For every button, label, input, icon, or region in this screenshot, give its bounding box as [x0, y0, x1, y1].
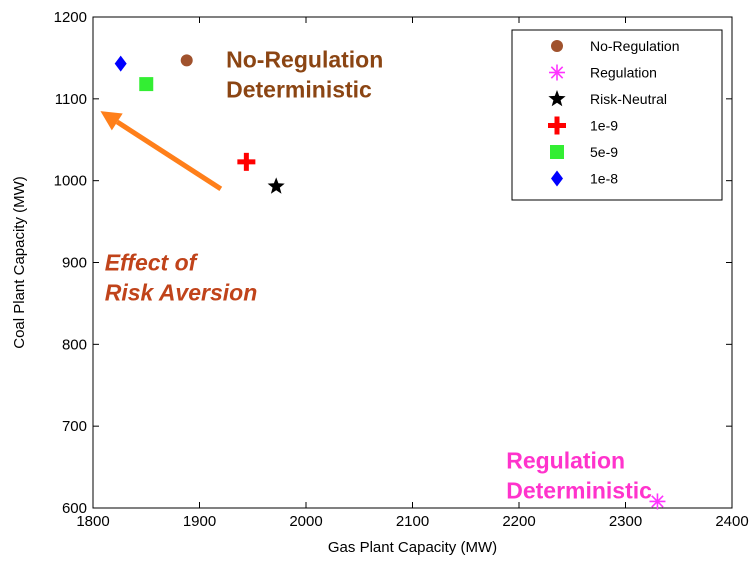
data-point-star [267, 177, 285, 194]
legend-label: Risk-Neutral [590, 91, 667, 107]
x-axis-label: Gas Plant Capacity (MW) [328, 539, 497, 556]
x-tick-label: 1800 [76, 513, 109, 530]
x-tick-label: 2000 [289, 513, 322, 530]
annotations: No-Regulation Deterministic Effect of Risk … [100, 47, 652, 504]
marker-shape [551, 170, 563, 187]
annotation-line: Regulation [506, 448, 625, 474]
marker-shape [551, 40, 563, 52]
marker-shape [550, 66, 564, 79]
marker-shape [550, 145, 564, 159]
marker-shape [651, 495, 664, 508]
annotation-no-reg-det: No-Regulation Deterministic [226, 47, 383, 103]
x-tick-label: 2400 [715, 513, 748, 530]
legend-marker [551, 170, 563, 187]
y-tick-label: 800 [62, 336, 87, 353]
y-tick-label: 600 [62, 500, 87, 517]
x-tick-label: 2100 [396, 513, 429, 530]
y-tick-label: 700 [62, 418, 87, 435]
y-axis-label: Coal Plant Capacity (MW) [11, 176, 28, 349]
marker-shape [114, 55, 127, 72]
x-tick-label: 1900 [183, 513, 216, 530]
marker-shape [180, 54, 193, 67]
marker-shape [139, 77, 154, 92]
legend-label: No-Regulation [590, 38, 680, 54]
annotation-reg-det: Regulation Deterministic [506, 448, 652, 504]
annotation-line: Deterministic [226, 77, 372, 103]
marker-shape [554, 116, 560, 135]
legend-marker [549, 64, 565, 81]
legend-label: 1e-9 [590, 118, 618, 134]
y-tick-label: 1200 [54, 9, 87, 26]
data-point-cross [237, 152, 256, 171]
marker-shape [267, 177, 285, 194]
x-tick-label: 2200 [502, 513, 535, 530]
annotation-line: Deterministic [506, 478, 652, 504]
arrow-shaft [115, 119, 223, 191]
data-point-circle [180, 54, 193, 67]
annotation-line: Risk Aversion [105, 280, 258, 306]
data-point-asterisk [649, 493, 666, 510]
annotation-line: Effect of [105, 250, 199, 276]
legend: No-Regulation Regulation Risk-Neutral 1e-9 5… [511, 29, 723, 201]
y-tick-label: 1000 [54, 173, 87, 190]
legend-label: Regulation [590, 65, 657, 81]
marker-shape [548, 90, 566, 107]
legend-marker [548, 116, 566, 135]
legend-marker [551, 40, 563, 52]
data-point-square [139, 77, 154, 92]
data-point-diamond [114, 55, 127, 72]
legend-label: 1e-8 [590, 171, 618, 187]
legend-label: 5e-9 [590, 144, 618, 160]
annotation-effect: Effect of Risk Aversion [105, 250, 258, 306]
x-tick-label: 2300 [609, 513, 642, 530]
legend-box [511, 29, 723, 201]
y-tick-label: 1100 [55, 91, 87, 108]
legend-marker [548, 90, 566, 107]
y-tick-label: 900 [62, 255, 87, 272]
annotation-line: No-Regulation [226, 47, 383, 73]
arrow-head [100, 111, 123, 131]
marker-shape [243, 152, 249, 171]
legend-marker [550, 145, 564, 159]
